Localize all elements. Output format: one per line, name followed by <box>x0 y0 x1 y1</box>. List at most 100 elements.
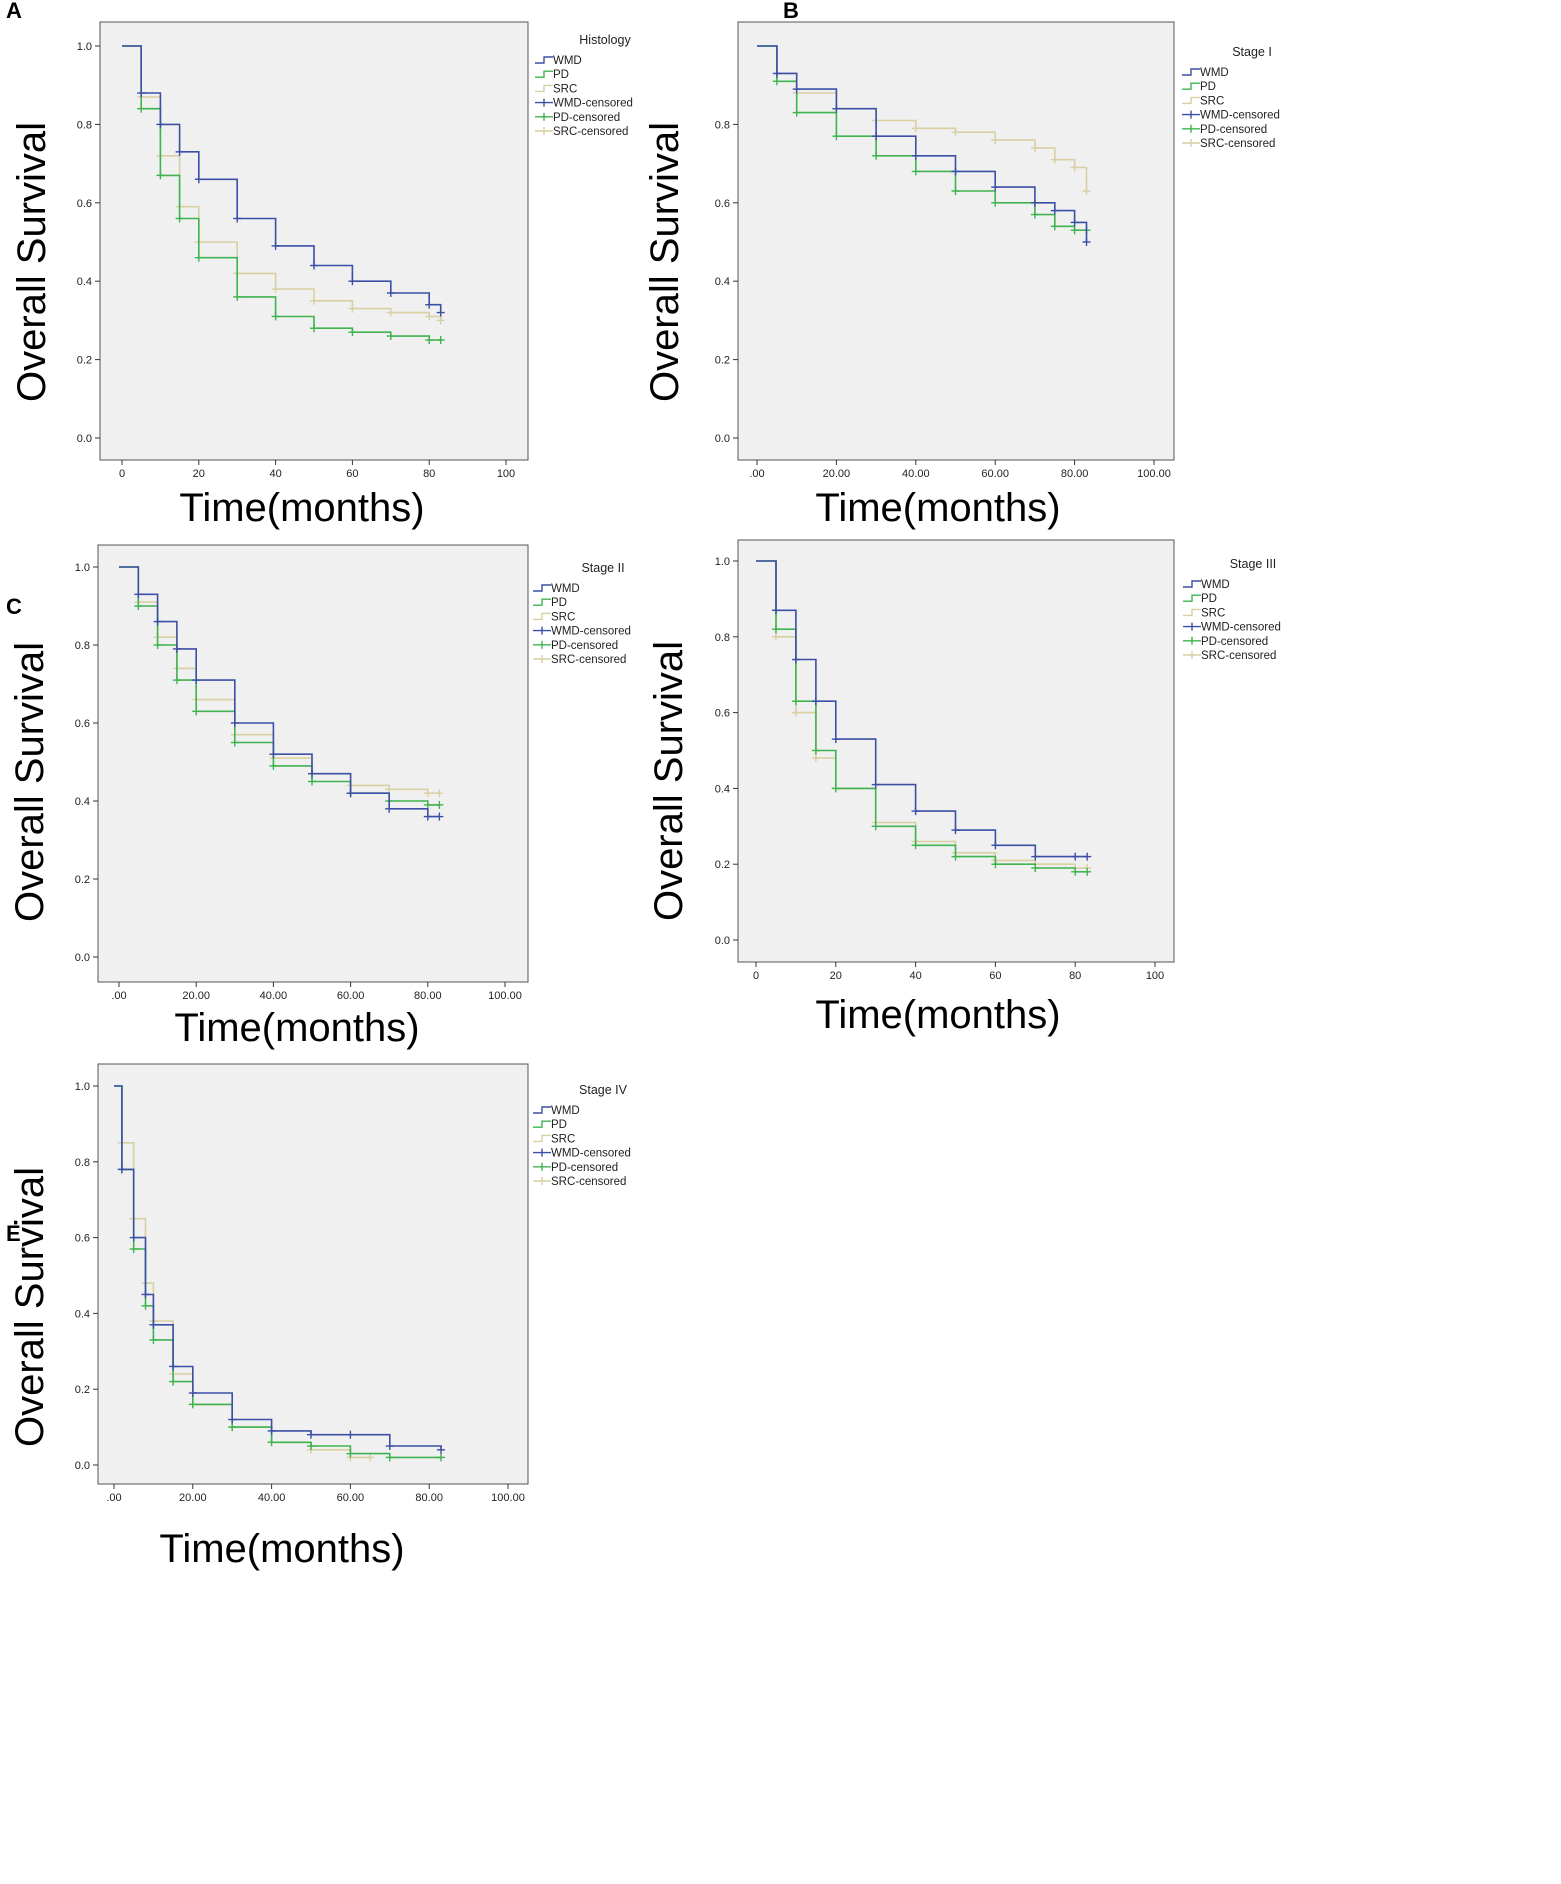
censor-mark-src <box>436 316 445 325</box>
censor-mark-pd <box>129 1244 138 1253</box>
legend-label: PD-censored <box>1201 636 1268 648</box>
y-tick-label: 0.4 <box>715 276 730 288</box>
y-tick-label: 0.4 <box>77 276 92 288</box>
legend-label: SRC <box>553 83 577 95</box>
legend-item-wmd-censored: WMD-censored <box>535 98 633 110</box>
y-tick-label: 0.0 <box>715 433 730 445</box>
legend-item-src-censored: SRC-censored <box>533 1176 626 1188</box>
censor-mark-pd <box>1031 863 1040 872</box>
y-axis-title: Overall Survival <box>10 122 54 402</box>
censor-mark-wmd <box>175 147 184 156</box>
panel-letter: A <box>6 0 22 23</box>
censor-mark-pd <box>831 784 840 793</box>
legend-title: Stage I <box>1232 45 1272 59</box>
x-tick-label: 40.00 <box>260 990 288 1002</box>
censor-mark-pd <box>169 1377 178 1386</box>
x-axis-title: Time(months) <box>174 1006 419 1050</box>
censor-mark-src <box>1030 143 1039 152</box>
censor-mark-pd <box>991 198 1000 207</box>
censor-mark-pd <box>192 707 201 716</box>
censor-mark-wmd <box>153 617 162 626</box>
legend-item-pd: PD <box>535 69 569 81</box>
panel-e: E 0.0 0.2 0.4 0.6 0.8 1.0 .00 20.00 40.00 60.00 80.… <box>6 1063 631 1571</box>
x-tick-label: 20 <box>193 468 205 480</box>
censor-mark-src <box>811 754 820 763</box>
curve-wmd <box>122 45 442 313</box>
plot-area <box>737 539 1175 963</box>
legend-label: WMD <box>1201 579 1230 591</box>
censor-mark-wmd <box>348 277 357 286</box>
censor-mark-pd <box>348 328 357 337</box>
legend-item-pd: PD <box>533 597 567 609</box>
y-tick-label: 0.4 <box>75 1308 90 1320</box>
legend-label: PD-censored <box>551 640 618 652</box>
censor-mark-wmd <box>991 841 1000 850</box>
x-tick-label: 100 <box>1146 970 1164 982</box>
legend-item-src-censored: SRC-censored <box>533 654 626 666</box>
legend-label: SRC <box>551 611 575 623</box>
censor-mark-wmd <box>228 1415 237 1424</box>
panel-d: D0.00.20.40.60.81.0020406080100Time(mont… <box>647 539 1281 1037</box>
x-axis-title: Time(months) <box>179 486 424 530</box>
legend-label: SRC-censored <box>553 126 628 138</box>
y-tick-label: 0.2 <box>75 1384 90 1396</box>
plot-area <box>97 544 529 983</box>
censor-mark-pd <box>271 312 280 321</box>
censor-mark-pd <box>1071 867 1080 876</box>
panel-letter: E <box>6 1221 21 1246</box>
x-tick-label: 40 <box>269 468 281 480</box>
legend-label: PD-censored <box>1200 124 1267 136</box>
legend-label: SRC <box>1200 95 1224 107</box>
x-tick-label: 20.00 <box>182 990 210 1002</box>
x-tick-label: 100 <box>497 468 515 480</box>
censor-mark-wmd <box>1050 206 1059 215</box>
censor-mark-wmd <box>386 288 395 297</box>
y-tick-label: 0.8 <box>75 1157 90 1169</box>
panel-c: C 0.0 0.2 0.4 0.6 0.8 1.0 .00 20.00 40.00 60.00 80.… <box>6 544 631 1050</box>
legend: Stage IV WMD PD SRC WMD-censored PD-censored S… <box>533 1083 631 1188</box>
y-tick-label: 0.6 <box>715 708 730 720</box>
legend-label: WMD-censored <box>553 98 633 110</box>
censor-mark-wmd <box>169 1362 178 1371</box>
censor-mark-src <box>310 296 318 305</box>
panel-a: A 0.0 0.2 0.4 0.6 0.8 1.0 0 20 40 60 80 100 Time(mont… <box>6 0 633 530</box>
legend-item-wmd-censored: WMD-censored <box>533 626 631 638</box>
x-tick-label: .00 <box>106 1492 121 1504</box>
x-tick-label: 0 <box>753 970 759 982</box>
censor-mark-wmd <box>772 69 781 78</box>
legend-label: SRC-censored <box>551 1176 626 1188</box>
censor-mark-wmd <box>791 655 800 664</box>
legend-label: PD-censored <box>553 112 620 124</box>
censor-mark-pd <box>149 1335 158 1344</box>
x-tick-label: 0 <box>119 468 125 480</box>
censor-mark-pd <box>153 641 162 649</box>
curve-pd <box>757 45 1087 231</box>
censor-mark-wmd <box>385 804 394 813</box>
censor-mark-pd <box>435 800 444 809</box>
censor-mark-wmd <box>385 1442 394 1451</box>
censor-mark-wmd <box>310 261 318 270</box>
censor-mark-wmd <box>831 735 840 744</box>
censor-mark-wmd <box>117 1165 126 1174</box>
y-axis-title: Overall Survival <box>8 1167 52 1447</box>
censor-mark-src <box>366 1453 375 1462</box>
legend-title: Stage II <box>581 561 624 575</box>
x-axis-title: Time(months) <box>815 993 1060 1037</box>
censor-mark-wmd <box>425 300 434 309</box>
x-axis-title: Time(months) <box>815 486 1060 530</box>
censor-mark-wmd <box>832 104 841 113</box>
legend-label: PD-censored <box>551 1162 618 1174</box>
censor-mark-pd <box>871 822 880 831</box>
censor-mark-pd <box>310 324 318 333</box>
x-tick-label: .00 <box>111 990 126 1002</box>
censor-mark-pd <box>991 860 1000 869</box>
censor-mark-pd <box>951 187 960 196</box>
censor-mark-pd <box>1030 210 1039 219</box>
y-tick-label: 0.6 <box>715 198 730 210</box>
censor-mark-pd <box>437 1453 446 1462</box>
legend-label: WMD-censored <box>551 1148 631 1160</box>
panel-letter: B <box>783 0 799 23</box>
censor-mark-wmd <box>991 183 1000 192</box>
